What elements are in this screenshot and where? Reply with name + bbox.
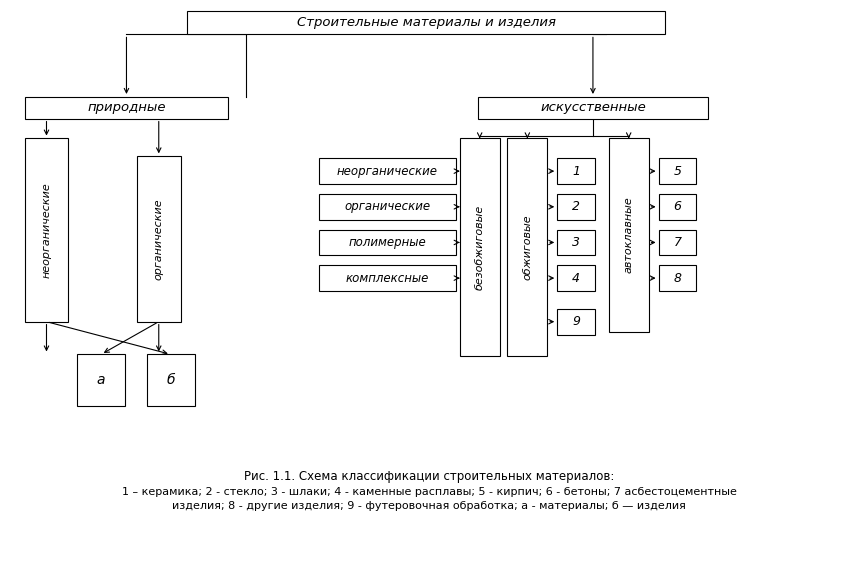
Text: 1 – керамика; 2 - стекло; 3 - шлаки; 4 - каменные расплавы; 5 - кирпич; 6 - бето: 1 – керамика; 2 - стекло; 3 - шлаки; 4 -… — [122, 487, 736, 497]
Bar — [557, 229, 595, 255]
Bar — [186, 11, 666, 35]
Bar — [557, 309, 595, 335]
Text: автоклавные: автоклавные — [624, 197, 634, 273]
Text: органические: органические — [344, 201, 430, 213]
Text: искусственные: искусственные — [540, 101, 646, 114]
Bar — [659, 158, 697, 184]
Text: Рис. 1.1. Схема классификации строительных материалов:: Рис. 1.1. Схема классификации строительн… — [244, 470, 614, 483]
Text: органические: органические — [154, 198, 164, 280]
Text: природные: природные — [88, 101, 166, 114]
Text: 5: 5 — [673, 165, 681, 177]
Text: 2: 2 — [572, 201, 580, 213]
Bar — [609, 139, 649, 332]
Text: полимерные: полимерные — [349, 236, 426, 249]
Bar — [137, 156, 180, 322]
Bar — [25, 97, 228, 118]
Text: 4: 4 — [572, 272, 580, 284]
Bar — [319, 194, 456, 220]
Bar — [659, 265, 697, 291]
Text: неорганические: неорганические — [337, 165, 438, 177]
Text: 8: 8 — [673, 272, 681, 284]
Bar — [557, 265, 595, 291]
Bar — [319, 265, 456, 291]
Bar — [319, 229, 456, 255]
Bar — [557, 194, 595, 220]
Bar — [25, 139, 69, 322]
Bar — [460, 139, 500, 357]
Text: 7: 7 — [673, 236, 681, 249]
Text: обжиговые: обжиговые — [522, 214, 533, 280]
Bar — [659, 194, 697, 220]
Text: 6: 6 — [673, 201, 681, 213]
Bar — [478, 97, 708, 118]
Text: изделия; 8 - другие изделия; 9 - футеровочная обработка; а - материалы; б — изде: изделия; 8 - другие изделия; 9 - футеров… — [172, 501, 686, 511]
Bar — [77, 354, 125, 406]
Bar — [147, 354, 194, 406]
Bar — [319, 158, 456, 184]
Text: комплексные: комплексные — [345, 272, 429, 284]
Bar — [659, 229, 697, 255]
Text: Строительные материалы и изделия: Строительные материалы и изделия — [296, 16, 556, 29]
Text: б: б — [167, 373, 175, 387]
Text: 9: 9 — [572, 315, 580, 328]
Bar — [508, 139, 547, 357]
Text: а: а — [97, 373, 106, 387]
Bar — [557, 158, 595, 184]
Text: 1: 1 — [572, 165, 580, 177]
Text: безобжиговые: безобжиговые — [475, 205, 484, 290]
Text: неорганические: неорганические — [41, 182, 52, 278]
Text: 3: 3 — [572, 236, 580, 249]
